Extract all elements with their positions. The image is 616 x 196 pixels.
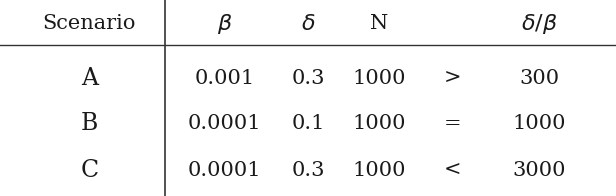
Text: 0.3: 0.3 [291,69,325,88]
Text: 0.1: 0.1 [291,114,325,133]
Text: =: = [444,114,461,133]
Text: $\delta/\beta$: $\delta/\beta$ [521,12,557,35]
Text: 0.0001: 0.0001 [188,161,262,180]
Text: $\beta$: $\beta$ [217,12,233,35]
Text: 1000: 1000 [352,69,405,88]
Text: N: N [370,14,388,33]
Text: $\delta$: $\delta$ [301,13,315,34]
Text: 1000: 1000 [352,161,405,180]
Text: <: < [444,161,461,180]
Text: Scenario: Scenario [43,14,136,33]
Text: 3000: 3000 [513,161,565,180]
Text: 0.3: 0.3 [291,161,325,180]
Text: 0.0001: 0.0001 [188,114,262,133]
Text: A: A [81,67,98,90]
Text: 1000: 1000 [352,114,405,133]
Text: 0.001: 0.001 [195,69,255,88]
Text: B: B [81,112,98,135]
Text: >: > [444,69,461,88]
Text: C: C [80,159,99,182]
Text: 1000: 1000 [513,114,565,133]
Text: 300: 300 [519,69,559,88]
